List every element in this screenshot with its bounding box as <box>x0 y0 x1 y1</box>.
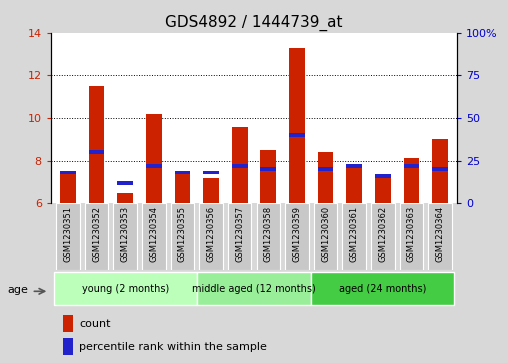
Bar <box>117 193 133 203</box>
Text: GSM1230353: GSM1230353 <box>121 206 130 262</box>
Bar <box>403 164 419 168</box>
Bar <box>232 164 247 168</box>
Text: age: age <box>8 285 28 295</box>
Bar <box>117 181 133 185</box>
Title: GDS4892 / 1444739_at: GDS4892 / 1444739_at <box>165 15 343 31</box>
Text: GSM1230357: GSM1230357 <box>235 206 244 262</box>
Bar <box>346 165 362 203</box>
Bar <box>89 150 105 154</box>
Bar <box>175 171 190 203</box>
Text: percentile rank within the sample: percentile rank within the sample <box>79 342 267 352</box>
Text: GSM1230354: GSM1230354 <box>149 206 158 262</box>
Bar <box>403 159 419 203</box>
Bar <box>89 86 105 203</box>
Bar <box>232 127 247 203</box>
Text: GSM1230364: GSM1230364 <box>435 206 444 262</box>
Bar <box>197 272 311 305</box>
Text: GSM1230361: GSM1230361 <box>350 206 359 262</box>
Bar <box>428 203 452 270</box>
Bar <box>146 114 162 203</box>
Text: GSM1230355: GSM1230355 <box>178 206 187 262</box>
Bar <box>63 338 73 355</box>
Bar <box>432 167 448 171</box>
Bar <box>142 203 166 270</box>
Bar <box>60 171 76 203</box>
Bar <box>432 139 448 203</box>
Bar <box>60 171 76 175</box>
Text: GSM1230358: GSM1230358 <box>264 206 273 262</box>
Bar <box>146 164 162 168</box>
Bar <box>375 178 391 203</box>
Bar <box>199 203 223 270</box>
Text: GSM1230360: GSM1230360 <box>321 206 330 262</box>
Bar <box>203 171 219 175</box>
Bar <box>318 167 333 171</box>
Bar <box>56 203 80 270</box>
Bar <box>311 272 454 305</box>
Text: middle aged (12 months): middle aged (12 months) <box>192 284 316 294</box>
Bar <box>285 203 309 270</box>
Bar <box>54 272 197 305</box>
Bar <box>314 203 337 270</box>
Bar <box>85 203 108 270</box>
Bar <box>261 167 276 171</box>
Text: count: count <box>79 319 111 329</box>
Bar <box>375 174 391 178</box>
Text: GSM1230359: GSM1230359 <box>293 206 301 262</box>
Bar <box>228 203 251 270</box>
Bar <box>175 171 190 175</box>
Text: GSM1230356: GSM1230356 <box>207 206 215 262</box>
Bar <box>261 150 276 203</box>
Bar <box>289 133 305 137</box>
Text: GSM1230351: GSM1230351 <box>64 206 73 262</box>
Bar <box>400 203 423 270</box>
Bar <box>63 315 73 332</box>
Text: GSM1230362: GSM1230362 <box>378 206 387 262</box>
Bar <box>346 164 362 168</box>
Bar <box>171 203 194 270</box>
Bar <box>289 48 305 203</box>
Bar <box>318 152 333 203</box>
Text: aged (24 months): aged (24 months) <box>339 284 427 294</box>
Bar <box>371 203 395 270</box>
Text: GSM1230363: GSM1230363 <box>407 206 416 262</box>
Bar <box>203 178 219 203</box>
Bar <box>342 203 366 270</box>
Bar <box>113 203 137 270</box>
Bar <box>257 203 280 270</box>
Text: GSM1230352: GSM1230352 <box>92 206 101 262</box>
Text: young (2 months): young (2 months) <box>82 284 169 294</box>
